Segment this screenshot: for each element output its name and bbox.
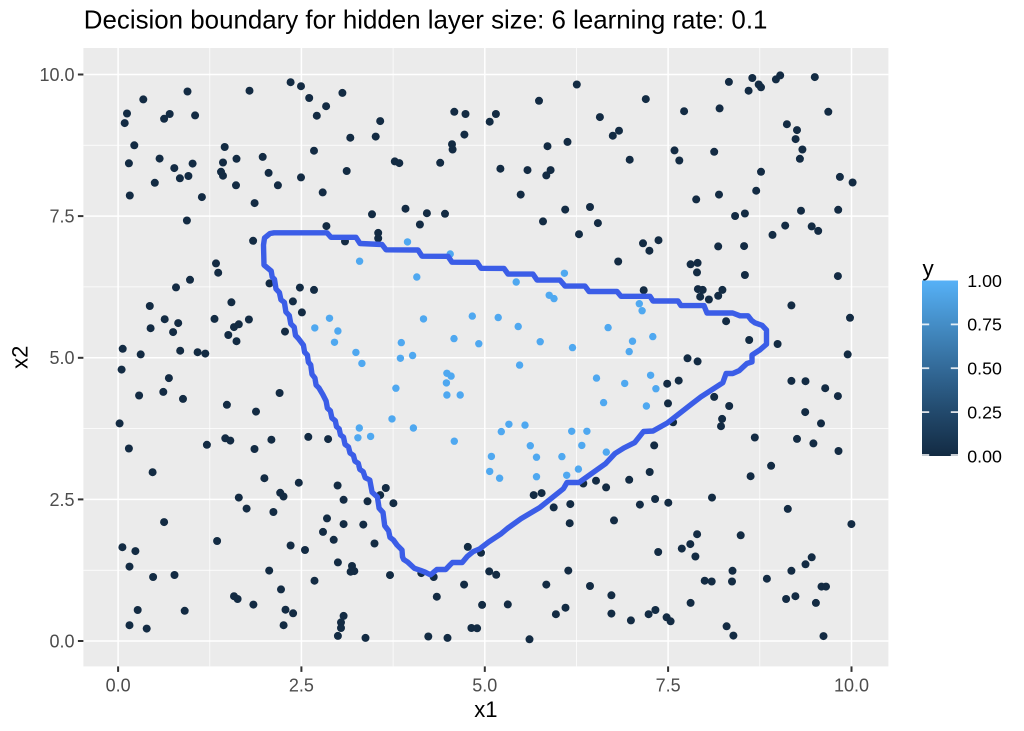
svg-text:7.5: 7.5 <box>49 207 74 227</box>
svg-text:10.0: 10.0 <box>834 676 869 696</box>
svg-text:0.50: 0.50 <box>967 359 1002 379</box>
svg-text:y: y <box>923 256 935 281</box>
svg-text:1.00: 1.00 <box>967 271 1002 291</box>
svg-text:0.75: 0.75 <box>967 315 1002 335</box>
svg-text:0.0: 0.0 <box>49 631 74 651</box>
svg-text:x2: x2 <box>8 346 33 369</box>
svg-text:0.00: 0.00 <box>967 446 1002 466</box>
svg-text:2.5: 2.5 <box>289 676 314 696</box>
svg-text:0.0: 0.0 <box>106 676 131 696</box>
svg-text:Decision boundary for hidden l: Decision boundary for hidden layer size:… <box>84 7 768 35</box>
svg-text:7.5: 7.5 <box>656 676 681 696</box>
svg-text:0.25: 0.25 <box>967 402 1002 422</box>
svg-text:2.5: 2.5 <box>49 490 74 510</box>
svg-text:5.0: 5.0 <box>49 348 74 368</box>
svg-text:5.0: 5.0 <box>472 676 497 696</box>
svg-text:10.0: 10.0 <box>39 65 74 85</box>
svg-text:x1: x1 <box>474 697 497 722</box>
